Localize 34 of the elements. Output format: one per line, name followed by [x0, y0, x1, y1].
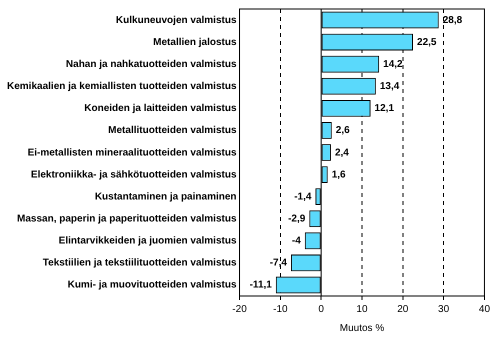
data-label: -11,1 [250, 280, 272, 291]
data-label: 12,1 [374, 103, 394, 114]
data-label: -2,9 [288, 213, 306, 224]
y-tick-label: Elintarvikkeiden ja juomien valmistus [58, 236, 237, 247]
y-tick-label: Kumi- ja muovituotteiden valmistus [68, 280, 237, 291]
x-tick-label: 30 [438, 304, 450, 315]
x-tick-label: 0 [318, 304, 324, 315]
x-tick-label: 40 [478, 304, 490, 315]
y-tick-label: Metallien jalostus [153, 36, 237, 48]
data-label: 22,5 [417, 36, 437, 48]
x-tick-label: -20 [232, 304, 248, 315]
y-tick-label: Kemikaalien ja kemiallisten tuotteiden valmistus [6, 81, 237, 92]
data-label: 13,4 [380, 81, 400, 92]
y-tick-label: Koneiden ja laitteiden valmistus [84, 103, 237, 114]
data-label: -1,4 [294, 191, 312, 202]
x-tick-label: 10 [356, 304, 368, 315]
data-label: -7,4 [270, 258, 288, 269]
x-axis-title: Muutos % [340, 322, 384, 334]
y-tick-label: Tekstiilien ja tekstiilituotteiden valmistus [42, 258, 237, 269]
y-tick-label: Nahan ja nahkatuotteiden valmistus [66, 58, 237, 70]
y-tick-label: Ei-metallisten mineraalituotteiden valmistus [28, 147, 237, 158]
y-tick-label: Kulkuneuvojen valmistus [116, 14, 237, 26]
x-tick-label: 20 [397, 304, 409, 315]
x-tick-label: -10 [273, 304, 288, 315]
data-label: -4 [292, 236, 302, 247]
y-tick-label: Metallituotteiden valmistus [108, 125, 237, 136]
data-label: 2,6 [336, 125, 350, 136]
data-label: 28,8 [442, 14, 463, 26]
data-label: 14,2 [383, 58, 404, 70]
data-label: 1,6 [332, 169, 346, 180]
y-tick-label: Kustantaminen ja painaminen [94, 191, 237, 202]
y-tick-label: Elektroniikka- ja sähkötuotteiden valmistus [30, 169, 237, 180]
data-label: 2,4 [334, 147, 350, 158]
y-tick-label: Massan, paperin ja paperituotteiden valmistus [17, 213, 237, 224]
